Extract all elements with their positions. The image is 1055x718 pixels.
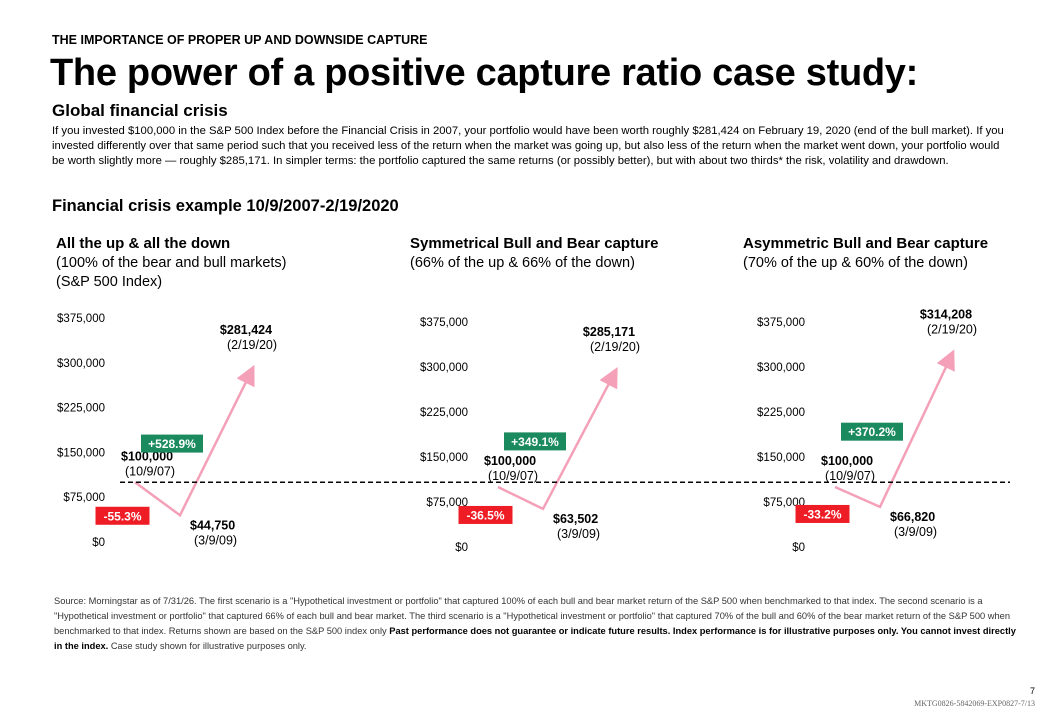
y-tick-label: $375,000 (420, 317, 468, 329)
value-label: $100,000 (821, 454, 873, 468)
value-label: $100,000 (121, 449, 173, 463)
chart-subtitle: (S&P 500 Index) (56, 274, 162, 290)
chart-subtitle: (70% of the up & 60% of the down) (743, 255, 968, 271)
change-box (795, 504, 850, 523)
y-tick-label: $0 (92, 537, 105, 549)
change-label: -36.5% (466, 508, 504, 522)
y-tick-label: $300,000 (757, 362, 805, 374)
value-label: $314,208 (920, 307, 972, 321)
y-tick-label: $75,000 (426, 497, 468, 509)
change-box (95, 506, 150, 525)
section-title: Financial crisis example 10/9/2007-2/19/… (52, 197, 399, 215)
change-label: -55.3% (103, 509, 141, 523)
y-tick-label: $150,000 (57, 447, 105, 459)
y-tick-label: $375,000 (57, 313, 105, 325)
y-tick-label: $375,000 (757, 317, 805, 329)
footnote-text: Source: Morningstar as of 7/31/26. The f… (54, 596, 1010, 636)
doc-code: MKTG0826-5842069-EXP0827-7/13 (914, 699, 1035, 708)
date-label: (2/19/20) (227, 338, 277, 352)
value-label: $66,820 (890, 510, 935, 524)
date-label: (2/19/20) (927, 322, 977, 336)
date-label: (3/9/09) (894, 525, 937, 539)
value-label: $285,171 (583, 325, 635, 339)
capture-line (834, 349, 955, 509)
page-title: The power of a positive capture ratio ca… (50, 52, 918, 94)
chart-subtitle: (66% of the up & 66% of the down) (410, 255, 635, 271)
footnote-bold: Past performance does not guarantee or i… (54, 626, 1016, 651)
change-label: +349.1% (511, 435, 559, 449)
chart-title: Asymmetric Bull and Bear capture (743, 235, 988, 252)
change-label: +528.9% (148, 437, 196, 451)
chart-title: All the up & all the down (56, 235, 230, 252)
value-label: $44,750 (190, 518, 235, 532)
y-tick-label: $300,000 (420, 362, 468, 374)
date-label: (3/9/09) (557, 527, 600, 541)
y-tick-label: $225,000 (57, 403, 105, 415)
subtitle: Global financial crisis (52, 101, 228, 120)
date-label: (10/9/07) (488, 469, 538, 483)
change-label: -33.2% (803, 507, 841, 521)
y-tick-label: $150,000 (757, 452, 805, 464)
y-tick-label: $300,000 (57, 358, 105, 370)
change-box (504, 432, 566, 451)
date-label: (10/9/07) (125, 464, 175, 478)
y-tick-label: $225,000 (420, 407, 468, 419)
page-number: 7 (1029, 686, 1035, 696)
change-box (458, 505, 513, 524)
chart-subtitle: (100% of the bear and bull markets) (56, 255, 287, 271)
value-label: $100,000 (484, 454, 536, 468)
date-label: (3/9/09) (194, 533, 237, 547)
change-label: +370.2% (848, 425, 896, 439)
chart-title: Symmetrical Bull and Bear capture (410, 235, 658, 252)
y-tick-label: $75,000 (763, 497, 805, 509)
value-label: $63,502 (553, 512, 598, 526)
y-tick-label: $150,000 (420, 452, 468, 464)
date-label: (2/19/20) (590, 340, 640, 354)
capture-line (497, 367, 618, 511)
capture-line (134, 364, 255, 518)
y-tick-label: $0 (455, 542, 468, 554)
y-tick-label: $75,000 (63, 492, 105, 504)
change-box (141, 434, 203, 453)
y-tick-label: $225,000 (757, 407, 805, 419)
value-label: $281,424 (220, 323, 272, 337)
footnote: Source: Morningstar as of 7/31/26. The f… (54, 594, 1019, 654)
y-tick-label: $0 (792, 542, 805, 554)
date-label: (10/9/07) (825, 469, 875, 483)
eyebrow: THE IMPORTANCE OF PROPER UP AND DOWNSIDE… (52, 33, 428, 47)
change-box (841, 422, 903, 441)
footnote-end: Case study shown for illustrative purpos… (110, 641, 307, 651)
body-text: If you invested $100,000 in the S&P 500 … (52, 125, 1004, 167)
